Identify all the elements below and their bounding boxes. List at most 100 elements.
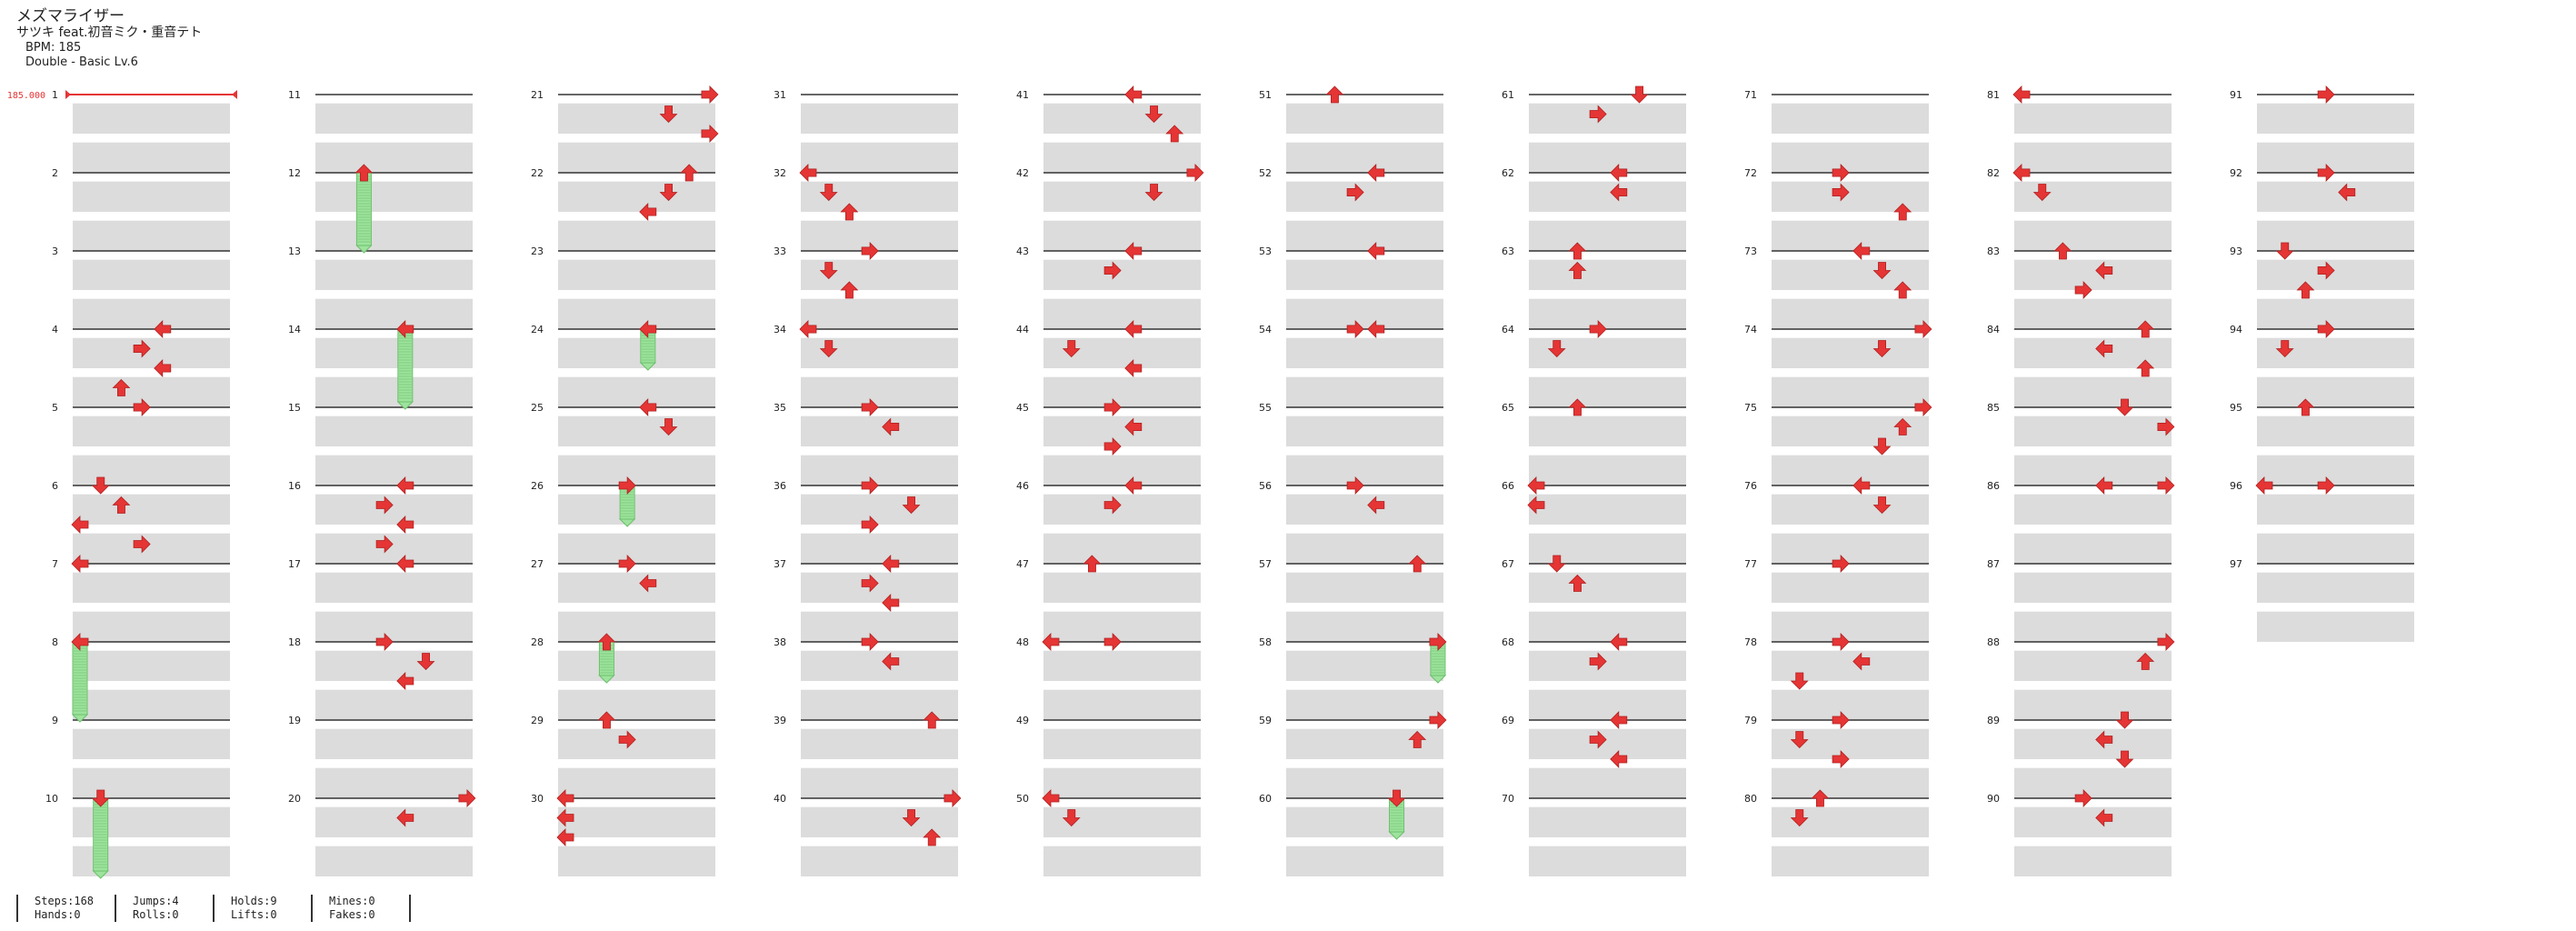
- measure-number: 59: [1259, 715, 1272, 726]
- beat-band: [73, 123, 230, 134]
- beat-band: [1286, 787, 1443, 798]
- measure-36: 36: [774, 480, 958, 564]
- notes-layer: [71, 85, 2356, 879]
- measure-90: 90: [1987, 793, 2172, 876]
- beat-band: [558, 376, 715, 388]
- beat-band: [1043, 220, 1201, 232]
- beat-band: [2014, 611, 2172, 623]
- stat-group-jumps: Jumps:4 Rolls:0: [115, 895, 213, 922]
- beat-band: [2014, 826, 2172, 837]
- stats-footer: Steps:168 Hands:0 Jumps:4 Rolls:0 Holds:…: [16, 895, 411, 922]
- measure-number: 62: [1502, 167, 1514, 179]
- measure-number: 60: [1259, 793, 1272, 805]
- measure-86: 86: [1987, 480, 2172, 564]
- measure-number: 46: [1016, 480, 1029, 492]
- beat-band: [2014, 435, 2172, 446]
- step-arrow-d: [2115, 750, 2134, 768]
- step-arrow-d: [819, 262, 838, 280]
- measure-number: 76: [1744, 480, 1757, 492]
- beat-band: [1286, 435, 1443, 446]
- beat-band: [1772, 592, 1929, 603]
- beat-band: [1529, 298, 1686, 310]
- measure-number: 36: [774, 480, 786, 492]
- step-arrow-l: [396, 320, 414, 338]
- beat-band: [801, 162, 958, 173]
- measure-50: 50: [1016, 793, 1201, 876]
- step-arrow-d: [1062, 809, 1081, 827]
- beat-band: [558, 806, 715, 818]
- beat-band: [2257, 142, 2414, 154]
- step-arrow-u: [1893, 417, 1912, 435]
- beat-band: [1286, 201, 1443, 212]
- step-arrow-r: [861, 574, 879, 593]
- beat-band: [1043, 826, 1201, 837]
- beat-band: [1772, 514, 1929, 525]
- measure-89: 89: [1987, 715, 2172, 798]
- measure-47: 47: [1016, 558, 1201, 642]
- beat-band: [558, 475, 715, 486]
- step-arrow-u: [2136, 320, 2155, 338]
- beat-band: [1286, 240, 1443, 251]
- beat-band: [801, 806, 958, 818]
- beat-band: [315, 806, 473, 818]
- measure-number: 44: [1016, 324, 1029, 335]
- beat-band: [2014, 846, 2172, 857]
- beat-band: [73, 103, 230, 115]
- step-arrow-r: [1346, 183, 1364, 202]
- beat-band: [1772, 709, 1929, 720]
- stat-fakes: Fakes:0: [329, 908, 375, 921]
- beat-band: [801, 455, 958, 466]
- step-arrow-r: [375, 633, 394, 651]
- beat-band: [1529, 592, 1686, 603]
- beat-band: [2014, 553, 2172, 564]
- step-arrow-r: [701, 85, 719, 104]
- beat-band: [1529, 337, 1686, 349]
- hold-note: [92, 797, 109, 879]
- beat-band: [1772, 142, 1929, 154]
- measure-number: 53: [1259, 245, 1272, 257]
- stat-group-steps: Steps:168 Hands:0: [16, 895, 115, 922]
- stat-group-mines: Mines:0 Fakes:0: [311, 895, 411, 922]
- beat-band: [1286, 553, 1443, 564]
- measure-56: 56: [1259, 480, 1443, 564]
- beat-band: [1286, 826, 1443, 837]
- measure-85: 85: [1987, 402, 2172, 486]
- step-arrow-d: [2032, 184, 2052, 202]
- step-arrow-d: [1062, 340, 1081, 358]
- beat-band: [558, 514, 715, 525]
- step-arrow-r: [1103, 496, 1122, 515]
- step-arrow-r: [861, 516, 879, 534]
- beat-band: [2014, 650, 2172, 662]
- step-arrow-u: [1568, 398, 1587, 416]
- measure-number: 40: [774, 793, 786, 805]
- step-arrow-u: [597, 633, 616, 651]
- step-arrow-r: [2317, 164, 2335, 182]
- beat-band: [1286, 357, 1443, 368]
- beat-band: [2257, 592, 2414, 603]
- step-arrow-l: [2095, 261, 2113, 280]
- measure-number: 19: [288, 715, 301, 726]
- beat-band: [558, 279, 715, 290]
- hold-tail: [639, 362, 657, 371]
- step-arrow-d: [659, 418, 678, 436]
- beat-band: [73, 572, 230, 584]
- beat-band: [1043, 475, 1201, 486]
- step-arrow-l: [2012, 85, 2031, 104]
- measure-87: 87: [1987, 558, 2172, 642]
- measure-67: 67: [1502, 558, 1686, 642]
- beat-band: [315, 376, 473, 388]
- beat-band: [1772, 650, 1929, 662]
- step-arrow-l: [1124, 85, 1143, 104]
- measure-6: 6: [52, 480, 230, 564]
- measure-54: 54: [1259, 324, 1443, 407]
- beat-band: [558, 650, 715, 662]
- measure-number: 9: [52, 715, 58, 726]
- measure-52: 52: [1259, 167, 1443, 251]
- beat-band: [1772, 181, 1929, 193]
- step-arrow-d: [91, 789, 110, 807]
- beat-band: [801, 866, 958, 876]
- beat-band: [1286, 670, 1443, 681]
- step-arrow-l: [2012, 164, 2031, 182]
- step-arrow-r: [1103, 633, 1122, 651]
